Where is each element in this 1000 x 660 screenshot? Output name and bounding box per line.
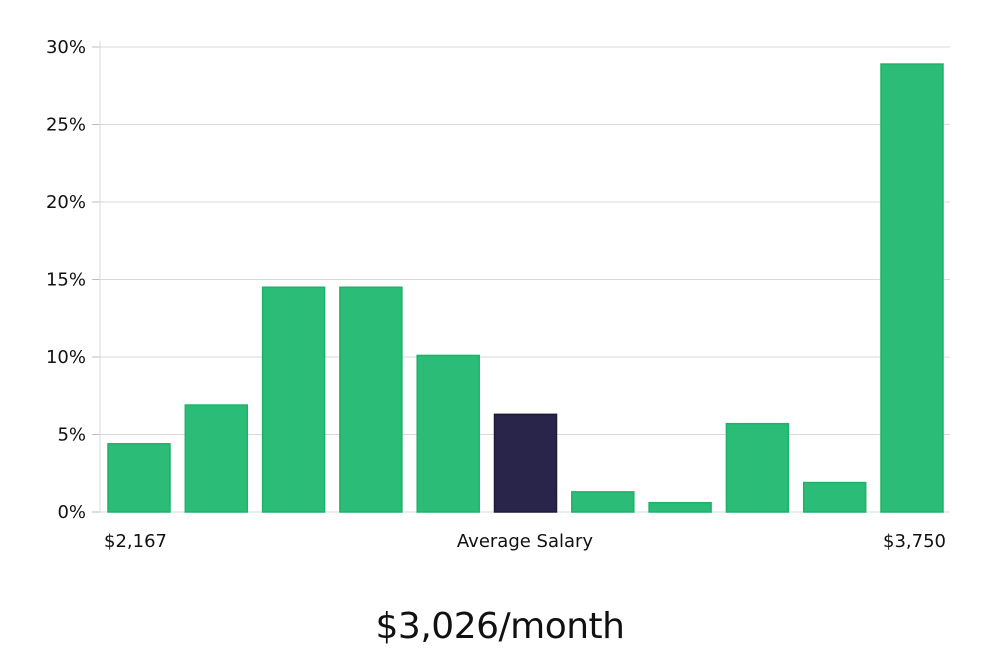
y-axis-tick-label: 10% xyxy=(46,347,86,368)
y-axis-tick-label: 25% xyxy=(46,115,86,136)
bars-group xyxy=(107,63,944,513)
y-axis-tick-label: 20% xyxy=(46,192,86,213)
salary-bar xyxy=(261,286,326,513)
salary-bar xyxy=(184,404,249,513)
salary-bar xyxy=(648,501,712,513)
salary-bar xyxy=(416,354,480,513)
y-axis-tick-label: 30% xyxy=(46,37,86,58)
y-axis-tick-label: 15% xyxy=(46,270,86,291)
x-axis-labels-group: $2,167 Average Salary $3,750 xyxy=(104,531,946,552)
average-salary-value: $3,026/month xyxy=(375,606,625,647)
x-axis-title-label: Average Salary xyxy=(457,531,594,552)
salary-bar xyxy=(339,286,403,513)
x-axis-max-label: $3,750 xyxy=(883,531,946,552)
average-salary-bar xyxy=(493,413,558,513)
x-axis-min-label: $2,167 xyxy=(104,531,167,552)
y-axis-tick-label: 5% xyxy=(57,425,86,446)
salary-bar xyxy=(802,481,867,513)
salary-bar xyxy=(571,491,635,513)
salary-bar xyxy=(725,422,790,513)
salary-bar xyxy=(880,63,944,513)
y-axis-tick-label: 0% xyxy=(57,502,86,523)
y-axis-group: 0% 5% 10% 15% 20% 25% 30% xyxy=(46,37,101,523)
salary-bar xyxy=(107,443,171,513)
